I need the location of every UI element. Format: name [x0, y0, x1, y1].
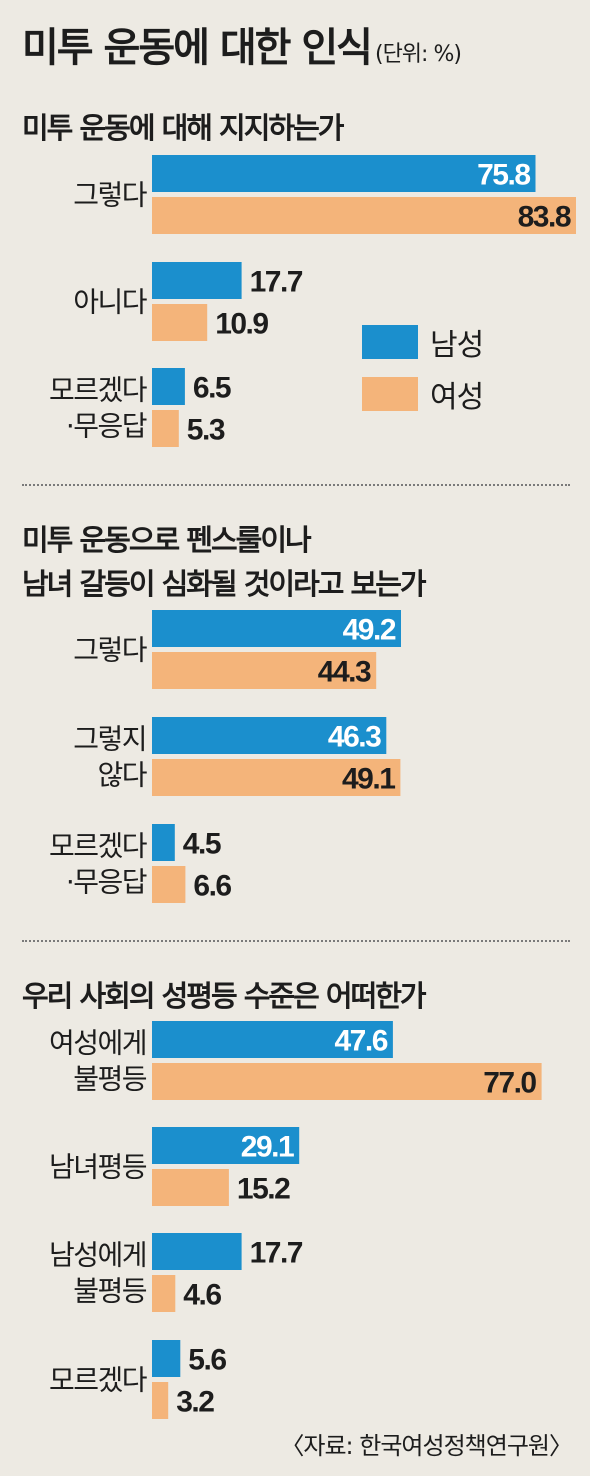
bar-female	[152, 652, 377, 689]
category-label: ·무응답	[66, 866, 147, 899]
category-label: 그렇다	[73, 634, 147, 667]
value-label: 3.2	[176, 1386, 214, 1419]
source-note: 〈자료: 한국여성정책연구원〉	[280, 1432, 573, 1460]
bar-male	[152, 1233, 242, 1270]
category-label: 그렇다	[73, 179, 147, 212]
bar-female	[152, 1063, 542, 1100]
category-label: 모르겠다	[49, 1364, 147, 1397]
bar-male	[152, 262, 242, 299]
legend: 남성 여성	[362, 316, 484, 420]
category-label: 모르겠다	[49, 830, 147, 863]
value-label: 5.3	[187, 414, 225, 447]
value-label: 49.1	[342, 763, 395, 796]
value-label: 77.0	[483, 1067, 536, 1100]
category-label: 불평등	[73, 1275, 147, 1308]
bar-female	[152, 1275, 176, 1312]
legend-item-male: 남성	[362, 316, 484, 368]
category-label: ·무응답	[66, 410, 147, 443]
legend-item-female: 여성	[362, 368, 484, 420]
bar-female	[152, 1382, 169, 1419]
legend-swatch-male	[362, 325, 418, 359]
category-label: 않다	[97, 759, 146, 792]
value-label: 46.3	[328, 721, 381, 754]
question-2-line-2: 남녀 갈등이 심화될 것이라고 보는가	[22, 567, 427, 601]
bar-male	[152, 1340, 181, 1377]
category-label: 남성에게	[49, 1239, 146, 1272]
question-2-line-1: 미투 운동으로 펜스룰이나	[22, 523, 312, 557]
bar-female	[152, 759, 401, 796]
category-label: 여성에게	[49, 1027, 146, 1060]
divider-2	[22, 940, 570, 942]
bar-male	[152, 824, 175, 861]
bar-male	[152, 717, 387, 754]
value-label: 6.5	[193, 372, 231, 405]
category-label: 남녀평등	[49, 1151, 147, 1184]
value-label: 17.7	[250, 1237, 303, 1270]
question-1: 미투 운동에 대해 지지하는가	[22, 111, 344, 145]
bar-female	[152, 866, 186, 903]
legend-label-male: 남성	[430, 328, 484, 363]
value-label: 49.2	[343, 614, 396, 647]
question-3: 우리 사회의 성평등 수준은 어떠한가	[22, 979, 427, 1013]
category-label: 그렇지	[73, 723, 146, 756]
value-label: 83.8	[518, 201, 571, 234]
value-label: 75.8	[477, 159, 530, 192]
legend-swatch-female	[362, 377, 418, 411]
category-label: 아니다	[73, 286, 147, 319]
category-label: 불평등	[73, 1063, 147, 1096]
bar-female	[152, 410, 179, 447]
value-label: 44.3	[318, 656, 371, 689]
bar-male	[152, 368, 185, 405]
legend-label-female: 여성	[430, 380, 484, 415]
bar-male	[152, 1127, 300, 1164]
value-label: 17.7	[250, 266, 303, 299]
bar-male	[152, 1021, 393, 1058]
page-title: 미투 운동에 대한 인식 (단위: %)	[22, 25, 462, 71]
bar-male	[152, 610, 401, 647]
value-label: 4.6	[183, 1279, 221, 1312]
value-label: 47.6	[335, 1025, 388, 1058]
bar-male	[152, 155, 536, 192]
title-text: 미투 운동에 대한 인식	[22, 25, 373, 71]
category-label: 모르겠다	[49, 374, 147, 407]
bar-female	[152, 304, 208, 341]
value-label: 29.1	[241, 1131, 294, 1164]
value-label: 15.2	[237, 1173, 290, 1206]
value-label: 4.5	[183, 828, 221, 861]
value-label: 6.6	[193, 870, 231, 903]
unit-label: (단위: %)	[374, 42, 462, 67]
value-label: 5.6	[188, 1344, 226, 1377]
value-label: 10.9	[215, 308, 268, 341]
divider-1	[22, 484, 570, 486]
bar-female	[152, 1169, 229, 1206]
bar-female	[152, 197, 576, 234]
